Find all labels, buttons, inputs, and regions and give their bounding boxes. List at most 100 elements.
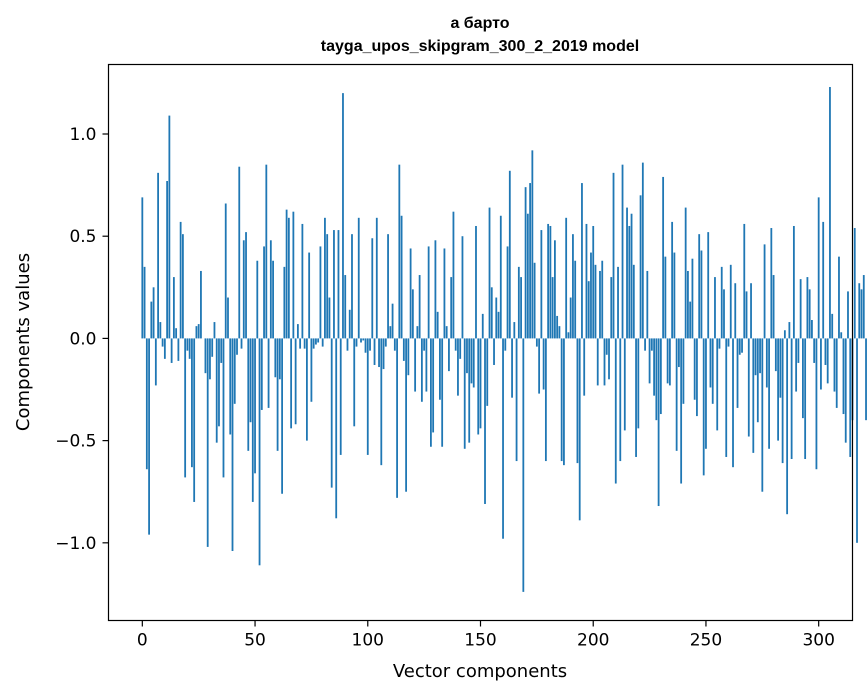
bar-35: [220, 338, 223, 363]
bar-186: [560, 338, 563, 462]
bar-150: [479, 338, 482, 429]
bar-39: [229, 338, 232, 435]
bar-224: [646, 270, 649, 339]
bar-159: [499, 215, 502, 339]
bar-42: [236, 338, 238, 355]
bar-32: [213, 322, 216, 339]
bar-109: [387, 234, 389, 339]
bar-252: [709, 338, 712, 388]
bar-258: [723, 289, 725, 339]
bar-248: [700, 250, 703, 339]
bar-191: [572, 234, 574, 339]
bar-222: [641, 162, 644, 339]
bar-265: [738, 338, 741, 355]
bar-154: [488, 207, 491, 339]
bar-25: [197, 324, 200, 339]
bar-12: [168, 115, 171, 339]
bar-271: [752, 338, 755, 453]
bar-209: [612, 172, 615, 339]
bar-92: [348, 309, 351, 339]
bar-278: [768, 338, 770, 449]
bar-316: [853, 228, 856, 339]
bar-297: [811, 320, 813, 339]
bar-266: [741, 338, 743, 353]
bar-173: [531, 150, 534, 339]
bar-295: [806, 277, 809, 339]
bar-67: [292, 211, 295, 339]
bar-307: [833, 338, 836, 392]
bar-17: [179, 221, 182, 339]
bar-84: [330, 338, 333, 488]
bar-129: [432, 338, 435, 433]
bar-56: [267, 338, 270, 408]
bar-180: [547, 223, 550, 339]
bar-200: [592, 225, 595, 339]
bar-18: [182, 234, 184, 339]
bar-50: [254, 338, 256, 474]
bar-5: [152, 287, 155, 339]
bar-24: [195, 326, 198, 339]
bar-314: [849, 338, 852, 457]
bar-210: [614, 338, 617, 484]
bar-15: [175, 328, 178, 339]
bar-123: [418, 275, 421, 339]
bar-47: [247, 338, 250, 451]
bar-139: [454, 338, 457, 351]
bar-146: [470, 338, 473, 384]
bar-161: [504, 338, 507, 351]
bar-114: [398, 164, 401, 339]
bar-211: [617, 266, 619, 339]
bar-225: [648, 338, 651, 384]
bar-197: [585, 223, 588, 339]
bar-91: [346, 338, 349, 351]
x-tick-label-150: 150: [464, 631, 496, 651]
bar-115: [400, 215, 403, 339]
bar-134: [443, 248, 446, 339]
bar-269: [747, 338, 750, 437]
bar-305: [829, 86, 831, 339]
bar-205: [603, 338, 606, 386]
bar-137: [450, 277, 453, 339]
bar-272: [754, 338, 757, 376]
bar-38: [227, 297, 229, 339]
y-axis-ticks: −1.0 −0.5 0.0 0.5 1.0: [55, 125, 109, 554]
bar-141: [459, 338, 462, 359]
bar-177: [540, 230, 543, 339]
bar-285: [783, 330, 786, 339]
bar-309: [838, 256, 840, 339]
bar-184: [556, 315, 559, 339]
bar-40: [231, 338, 234, 551]
bar-122: [416, 326, 419, 339]
bar-317: [856, 338, 858, 543]
bar-34: [218, 338, 220, 427]
bar-151: [481, 313, 484, 339]
bar-198: [587, 281, 590, 339]
bar-2: [145, 338, 148, 470]
bar-233: [666, 338, 669, 384]
bar-43: [238, 166, 241, 339]
bar-201: [594, 264, 597, 339]
bar-33: [215, 338, 218, 443]
bar-28: [204, 338, 207, 374]
bar-13: [170, 338, 173, 363]
chart-title-line2: tayga_upos_skipgram_300_2_2019 model: [321, 38, 639, 55]
bar-53: [260, 338, 263, 410]
bar-83: [328, 297, 331, 339]
bar-229: [657, 338, 660, 507]
bar-257: [720, 266, 723, 339]
bar-11: [166, 181, 169, 339]
bar-308: [835, 338, 838, 408]
plot-area-frame: [107, 63, 854, 622]
bar-82: [326, 234, 329, 339]
bar-76: [312, 338, 315, 349]
bar-220: [637, 338, 640, 429]
bar-164: [511, 338, 513, 398]
x-tick-label-50: 50: [244, 631, 266, 651]
bar-275: [761, 338, 764, 492]
bar-87: [337, 230, 340, 339]
bar-158: [497, 311, 500, 339]
bar-320: [862, 275, 865, 339]
bar-72: [303, 338, 306, 349]
bar-147: [472, 338, 475, 388]
bar-156: [493, 338, 495, 365]
